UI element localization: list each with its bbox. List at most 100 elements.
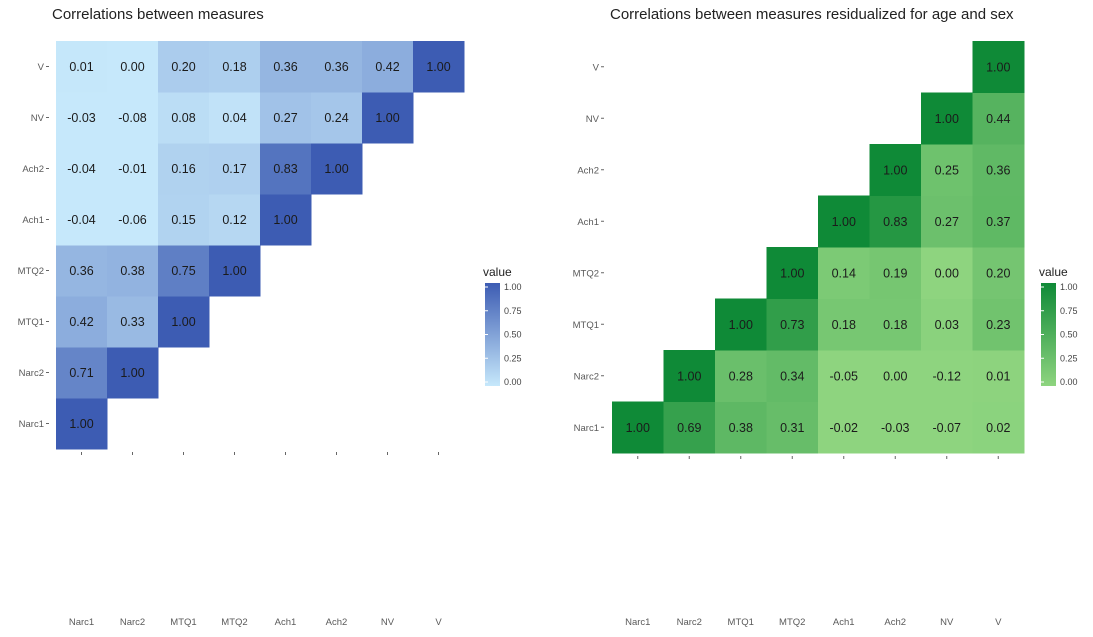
- legend-tick-label: 0.75: [504, 306, 522, 316]
- cell-value-label: 1.00: [677, 369, 701, 383]
- y-tick-label: V: [38, 62, 45, 73]
- heatmap-cell-Narc2-Narc2: [107, 347, 159, 399]
- cell-value-label: 1.00: [120, 366, 144, 380]
- cell-value-label: 1.00: [222, 264, 246, 278]
- legend-tick-label: 1.00: [504, 282, 522, 292]
- cell-value-label: 1.00: [832, 215, 856, 229]
- heatmap-cell-V-Ach1: [972, 195, 1025, 248]
- legend-colorbar: [485, 283, 500, 386]
- cell-value-label: 1.00: [780, 266, 804, 280]
- heatmap-cell-Narc1-V: [56, 41, 108, 93]
- y-tick-label: Ach1: [577, 217, 599, 228]
- heatmap-cell-Ach2-NV: [311, 92, 363, 144]
- cell-value-label: 0.18: [832, 318, 856, 332]
- y-tick-label: V: [593, 62, 600, 73]
- y-tick-label: Narc2: [574, 371, 599, 382]
- cell-value-label: 0.36: [324, 60, 348, 74]
- y-tick-label: Ach1: [22, 215, 44, 226]
- heatmap-cell-NV-NV: [921, 92, 973, 145]
- cell-value-label: 0.42: [69, 315, 93, 329]
- heatmap-cell-V-Narc2: [972, 350, 1025, 402]
- heatmap-cell-MTQ1-Ach1: [158, 194, 210, 246]
- heatmap-cell-NV-Narc1: [921, 401, 973, 454]
- cell-value-label: 0.03: [935, 318, 959, 332]
- cell-value-label: 0.08: [171, 111, 195, 125]
- heatmap-cell-Narc1-Narc2: [56, 347, 108, 399]
- x-tick-label: Narc1: [69, 617, 94, 628]
- cell-value-label: 0.01: [69, 60, 93, 74]
- x-tick-label: NV: [940, 617, 954, 628]
- cell-value-label: 1.00: [729, 318, 753, 332]
- cell-value-label: 0.83: [883, 215, 907, 229]
- cell-value-label: 0.38: [120, 264, 144, 278]
- heatmap-cell-Narc2-V: [107, 41, 159, 93]
- cell-value-label: 0.27: [273, 111, 297, 125]
- cell-value-label: 0.00: [120, 60, 144, 74]
- cell-value-label: 0.36: [986, 163, 1010, 177]
- cell-value-label: 0.83: [273, 162, 297, 176]
- cell-value-label: 1.00: [171, 315, 195, 329]
- heatmap-cell-V-Narc1: [972, 401, 1025, 454]
- x-tick-label: MTQ1: [728, 617, 754, 628]
- cell-value-label: 0.01: [986, 369, 1010, 383]
- cell-value-label: 0.19: [883, 266, 907, 280]
- heatmap-cell-Narc1-Narc1: [612, 401, 664, 454]
- heatmap-cell-V-V: [413, 41, 465, 93]
- cell-value-label: 0.00: [935, 266, 959, 280]
- heatmap-cell-Narc2-Narc1: [663, 401, 716, 454]
- heatmap-cell-Narc2-Narc2: [663, 350, 716, 402]
- cell-value-label: -0.01: [118, 162, 147, 176]
- cell-value-label: 0.38: [729, 421, 753, 435]
- heatmap-cell-MTQ1-Ach2: [158, 143, 210, 195]
- heatmap-cell-Narc1-Narc1: [56, 398, 108, 450]
- cell-value-label: 0.37: [986, 215, 1010, 229]
- cell-value-label: 0.15: [171, 213, 195, 227]
- heatmap-cell-NV-NV: [362, 92, 414, 144]
- heatmap-cell-Narc1-MTQ2: [56, 245, 108, 297]
- cell-value-label: 1.00: [273, 213, 297, 227]
- heatmap-cell-MTQ1-NV: [158, 92, 210, 144]
- x-tick-label: NV: [381, 617, 395, 628]
- x-tick-label: MTQ2: [221, 617, 247, 628]
- heatmap-cell-NV-MTQ1: [921, 298, 973, 351]
- heatmap-cell-MTQ1-Narc1: [715, 401, 767, 454]
- heatmap-cell-Narc1-Ach2: [56, 143, 108, 195]
- heatmap-cell-Ach1-MTQ2: [818, 247, 870, 299]
- cell-value-label: 0.24: [324, 111, 348, 125]
- cell-value-label: 0.02: [986, 421, 1010, 435]
- cell-value-label: 0.18: [883, 318, 907, 332]
- heatmap-cell-NV-V: [362, 41, 414, 93]
- x-tick-label: V: [435, 617, 442, 628]
- heatmap-cell-V-Ach2: [972, 144, 1025, 196]
- cell-value-label: 0.20: [986, 266, 1010, 280]
- cell-value-label: 1.00: [375, 111, 399, 125]
- legend-tick-label: 0.00: [504, 377, 522, 387]
- heatmap-cell-Ach1-Ach2: [260, 143, 312, 195]
- y-tick-label: Narc2: [19, 368, 44, 379]
- left-chart-title: Correlations between measures: [52, 6, 264, 23]
- legend-title: value: [1039, 265, 1068, 279]
- cell-value-label: 0.18: [222, 60, 246, 74]
- cell-value-label: -0.07: [933, 421, 962, 435]
- heatmap-cell-Ach1-Ach1: [260, 194, 312, 246]
- cell-value-label: 1.00: [626, 421, 650, 435]
- heatmap-cell-MTQ2-Ach1: [209, 194, 261, 246]
- heatmap-cell-Ach1-NV: [260, 92, 312, 144]
- cell-value-label: 0.71: [69, 366, 93, 380]
- x-tick-label: Ach1: [833, 617, 855, 628]
- heatmap-cell-MTQ2-MTQ1: [766, 298, 819, 351]
- cell-value-label: 0.17: [222, 162, 246, 176]
- y-tick-label: MTQ2: [573, 268, 599, 279]
- heatmap-cell-Narc2-Ach1: [107, 194, 159, 246]
- cell-value-label: 0.12: [222, 213, 246, 227]
- cell-value-label: -0.04: [67, 213, 96, 227]
- x-tick-label: MTQ2: [779, 617, 805, 628]
- x-tick-label: Narc2: [120, 617, 145, 628]
- heatmap-cell-Narc2-Ach2: [107, 143, 159, 195]
- heatmap-cell-Ach2-Ach2: [311, 143, 363, 195]
- cell-value-label: 0.31: [780, 421, 804, 435]
- heatmap-cell-Narc2-MTQ1: [107, 296, 159, 348]
- right-heatmap: 1.00 0.69 1.00 0.38 0.28 1.00 0.31 0.34 0.73 1.00…: [573, 41, 1078, 628]
- cell-value-label: 0.75: [171, 264, 195, 278]
- heatmap-cell-NV-Ach2: [921, 144, 973, 196]
